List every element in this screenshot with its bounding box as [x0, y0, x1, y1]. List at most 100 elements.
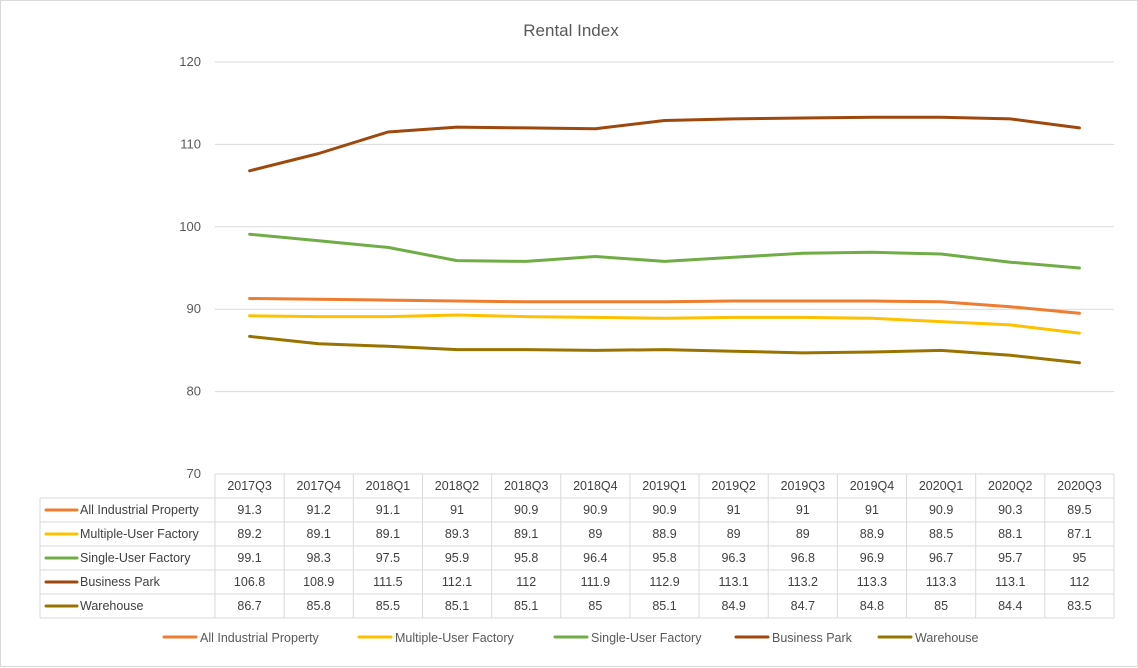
- chart-title: Rental Index: [523, 21, 619, 40]
- data-label: 90.9: [652, 503, 676, 517]
- data-label: 84.4: [998, 599, 1022, 613]
- data-label: 95: [1072, 551, 1086, 565]
- data-label: 89.1: [376, 527, 400, 541]
- data-label: 99.1: [237, 551, 261, 565]
- data-label: 84.7: [791, 599, 815, 613]
- x-tick-label: 2017Q3: [227, 479, 272, 493]
- data-label: 90.9: [583, 503, 607, 517]
- data-label: 89.2: [237, 527, 261, 541]
- data-label: 95.7: [998, 551, 1022, 565]
- legend-entry: Single-User Factory: [591, 631, 702, 645]
- data-label: 113.1: [995, 575, 1025, 589]
- data-label: 111.5: [373, 575, 402, 589]
- data-label: 96.4: [583, 551, 607, 565]
- data-label: 96.9: [860, 551, 884, 565]
- data-label: 91.2: [307, 503, 331, 517]
- data-label: 96.3: [721, 551, 745, 565]
- series-line-4: [248, 334, 1081, 365]
- data-label: 95.8: [514, 551, 538, 565]
- data-label: 85: [934, 599, 948, 613]
- legend-entry: Business Park: [772, 631, 853, 645]
- data-label: 85: [588, 599, 602, 613]
- table-row-label: Single-User Factory: [80, 551, 191, 565]
- x-tick-label: 2019Q1: [642, 479, 687, 493]
- x-tick-label: 2020Q3: [1057, 479, 1102, 493]
- x-tick-label: 2019Q3: [781, 479, 826, 493]
- data-label: 89.1: [307, 527, 331, 541]
- x-tick-label: 2018Q3: [504, 479, 549, 493]
- data-label: 89.1: [514, 527, 538, 541]
- legend: All Industrial Property Multiple-User Fac…: [162, 631, 979, 645]
- series-line-0: [248, 297, 1081, 315]
- data-label: 108.9: [303, 575, 334, 589]
- data-label: 85.1: [514, 599, 538, 613]
- data-label: 91: [450, 503, 464, 517]
- x-tick-label: 2018Q4: [573, 479, 618, 493]
- x-tick-label: 2018Q1: [366, 479, 411, 493]
- data-label: 95.9: [445, 551, 469, 565]
- data-label: 84.8: [860, 599, 884, 613]
- y-tick-label: 80: [187, 384, 201, 399]
- data-label: 88.9: [652, 527, 676, 541]
- data-label: 83.5: [1067, 599, 1091, 613]
- data-label: 89: [727, 527, 741, 541]
- data-label: 85.5: [376, 599, 400, 613]
- data-label: 88.9: [860, 527, 884, 541]
- data-label: 98.3: [307, 551, 331, 565]
- series-lines: [248, 115, 1081, 365]
- data-label: 113.3: [857, 575, 887, 589]
- data-label: 90.3: [998, 503, 1022, 517]
- data-label: 91: [865, 503, 879, 517]
- data-label: 95.8: [652, 551, 676, 565]
- data-label: 113.3: [926, 575, 956, 589]
- legend-entry: Multiple-User Factory: [395, 631, 515, 645]
- data-label: 106.8: [234, 575, 265, 589]
- data-label: 84.9: [721, 599, 745, 613]
- data-label: 96.8: [791, 551, 815, 565]
- data-label: 88.5: [929, 527, 953, 541]
- data-label: 89: [588, 527, 602, 541]
- data-label: 112.9: [649, 575, 679, 589]
- data-label: 91.1: [376, 503, 400, 517]
- table-row-label: Multiple-User Factory: [80, 527, 200, 541]
- x-tick-label: 2019Q4: [850, 479, 895, 493]
- x-tick-label: 2020Q2: [988, 479, 1033, 493]
- data-label: 90.9: [514, 503, 538, 517]
- data-label: 86.7: [237, 599, 261, 613]
- series-line-1: [248, 313, 1081, 335]
- data-label: 91.3: [237, 503, 261, 517]
- data-label: 85.1: [652, 599, 676, 613]
- data-label: 85.1: [445, 599, 469, 613]
- x-tick-label: 2020Q1: [919, 479, 964, 493]
- x-tick-label: 2017Q4: [296, 479, 341, 493]
- series-line-3: [248, 115, 1081, 173]
- y-tick-label: 90: [187, 301, 201, 316]
- x-tick-label: 2019Q2: [711, 479, 756, 493]
- y-tick-label: 120: [179, 54, 201, 69]
- y-axis-ticks: 70 80 90 100 110 120: [179, 54, 201, 481]
- data-label: 87.1: [1067, 527, 1091, 541]
- y-tick-label: 100: [179, 219, 201, 234]
- data-label: 111.9: [581, 575, 610, 589]
- data-label: 113.1: [718, 575, 748, 589]
- legend-entry: All Industrial Property: [200, 631, 320, 645]
- data-label: 96.7: [929, 551, 953, 565]
- data-label: 88.1: [998, 527, 1022, 541]
- data-label: 89.5: [1067, 503, 1091, 517]
- series-line-2: [248, 232, 1081, 270]
- data-table: 2017Q3 2017Q4 2018Q1 2018Q2 2018Q3 2018Q4 2019…: [39, 473, 1115, 619]
- data-label: 91: [727, 503, 741, 517]
- data-label: 89: [796, 527, 810, 541]
- data-label: 97.5: [376, 551, 400, 565]
- x-tick-label: 2018Q2: [435, 479, 480, 493]
- y-tick-label: 70: [187, 466, 201, 481]
- data-label: 89.3: [445, 527, 469, 541]
- gridlines: [215, 61, 1114, 393]
- y-tick-label: 110: [180, 136, 201, 151]
- table-row-label: All Industrial Property: [80, 503, 200, 517]
- data-label: 112.1: [442, 575, 472, 589]
- data-label: 91: [796, 503, 810, 517]
- data-label: 112: [516, 575, 536, 589]
